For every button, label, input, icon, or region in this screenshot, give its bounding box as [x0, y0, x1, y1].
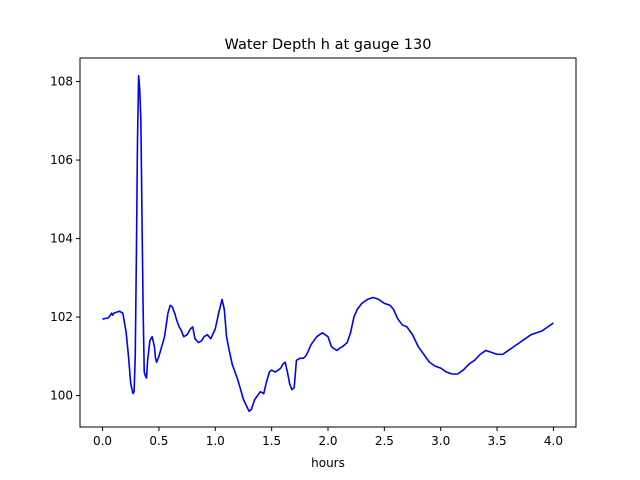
x-axis-label: hours — [311, 456, 345, 470]
y-tick-label: 104 — [50, 232, 73, 246]
x-tick-label: 4.0 — [544, 434, 563, 448]
x-tick-label: 3.0 — [431, 434, 450, 448]
x-tick-label: 0.0 — [93, 434, 112, 448]
x-tick-label: 3.5 — [488, 434, 507, 448]
y-tick-label: 102 — [50, 310, 73, 324]
y-tick-label: 106 — [50, 153, 73, 167]
x-tick-label: 0.5 — [149, 434, 168, 448]
chart-title: Water Depth h at gauge 130 — [225, 37, 432, 53]
x-axis: 0.0 0.5 1.0 1.5 2.0 2.5 3.0 3.5 4.0 — [93, 427, 563, 448]
plot-area — [80, 58, 576, 427]
y-tick-label: 108 — [50, 75, 73, 89]
x-tick-label: 1.0 — [206, 434, 225, 448]
plot-layer — [102, 74, 554, 413]
y-axis: 100 102 104 106 108 — [50, 75, 80, 403]
y-tick-label: 100 — [50, 389, 73, 403]
series-line-0 — [102, 74, 554, 413]
x-tick-label: 2.5 — [375, 434, 394, 448]
x-tick-label: 1.5 — [262, 434, 281, 448]
x-tick-label: 2.0 — [318, 434, 337, 448]
